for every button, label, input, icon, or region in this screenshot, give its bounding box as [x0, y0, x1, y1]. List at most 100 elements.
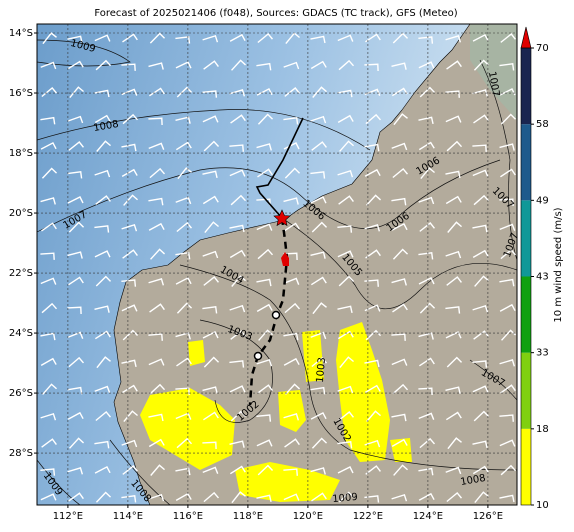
- wind-barb: [122, 249, 138, 259]
- wind-barb: [338, 275, 355, 287]
- wind-barb: [418, 141, 435, 151]
- wind-barb: [310, 35, 326, 44]
- isobar: [469, 359, 517, 401]
- wind-barb: [40, 412, 57, 421]
- wind-barb: [499, 494, 515, 503]
- wind-barb: [472, 89, 488, 97]
- wind-barb: [500, 113, 517, 125]
- wind-barb: [256, 303, 273, 312]
- wind-barb: [68, 356, 85, 368]
- wind-barb: [419, 222, 435, 232]
- wind-barb: [95, 491, 112, 503]
- wind-area: [302, 330, 324, 382]
- wind-barb: [472, 169, 489, 177]
- wind-barb: [230, 194, 247, 206]
- wind-barb: [231, 59, 247, 71]
- wind-barb: [121, 304, 138, 312]
- wind-barb: [472, 144, 487, 152]
- wind-barb: [418, 277, 435, 285]
- wind-barb: [202, 331, 219, 339]
- wind-barb: [446, 276, 462, 286]
- wind-barb: [40, 277, 57, 285]
- wind-barb: [473, 59, 490, 71]
- wind-barb: [257, 248, 274, 260]
- wind-barb: [148, 493, 165, 502]
- colorbar-extension: [520, 26, 532, 49]
- isobar-label: 1008: [460, 473, 487, 488]
- wind-barb: [445, 306, 461, 314]
- wind-barb: [202, 195, 219, 205]
- wind-barb: [310, 467, 326, 475]
- map-title: Forecast of 2025021406 (f048), Sources: …: [94, 8, 457, 19]
- wind-barb: [148, 438, 165, 448]
- wind-barb: [69, 437, 85, 449]
- y-tick-label: 16°S: [9, 88, 33, 99]
- wind-barb: [418, 467, 434, 476]
- wind-barb: [337, 89, 353, 98]
- wind-barb: [95, 275, 112, 287]
- isobar: [281, 217, 517, 310]
- wind-barb: [418, 116, 434, 124]
- wind-barb: [41, 167, 58, 179]
- wind-barb: [337, 114, 354, 123]
- wind-barb: [67, 467, 84, 475]
- isobar-label: 1003: [315, 357, 328, 383]
- wind-barb: [121, 223, 138, 232]
- wind-barb: [499, 198, 514, 207]
- wind-barb: [338, 411, 354, 421]
- x-tick-label: 124°E: [413, 511, 443, 522]
- wind-barb: [67, 411, 84, 420]
- wind-barb: [366, 194, 382, 206]
- colorbar-tick-label: 10: [536, 500, 549, 511]
- wind-barb: [67, 196, 84, 204]
- current-position: [273, 209, 291, 227]
- wind-barb: [95, 59, 112, 71]
- wind-barb: [474, 275, 490, 287]
- wind-barb: [148, 197, 164, 206]
- wind-barb: [310, 60, 327, 70]
- wind-barb: [285, 383, 301, 395]
- wind-barb: [283, 142, 300, 150]
- wind-barb: [257, 113, 274, 125]
- wind-barb: [150, 464, 165, 476]
- wind-barb: [418, 412, 435, 420]
- wind-barb: [445, 331, 462, 339]
- wind-barb: [283, 252, 298, 261]
- wind-barb: [419, 357, 435, 367]
- wind-barb: [96, 356, 111, 369]
- wind-barb: [41, 222, 57, 232]
- wind-barb: [364, 304, 381, 312]
- track-point: [271, 310, 281, 320]
- wind-barb: [94, 114, 111, 124]
- wind-barb: [229, 304, 246, 313]
- wind-barb: [499, 439, 516, 447]
- wind-barb: [202, 115, 219, 123]
- wind-barb: [67, 251, 83, 259]
- y-tick-label: 26°S: [9, 388, 33, 399]
- wind-barb: [445, 411, 462, 421]
- wind-barb: [94, 305, 110, 313]
- wind-barb: [175, 61, 192, 69]
- wind-barb: [202, 441, 217, 450]
- wind-barb: [366, 410, 381, 422]
- wind-barb: [284, 302, 301, 314]
- wind-barb: [229, 144, 244, 152]
- wind-barb: [391, 413, 407, 422]
- wind-barb: [175, 251, 191, 260]
- wind-barb: [123, 410, 138, 423]
- wind-barb: [310, 276, 327, 286]
- wind-barb: [202, 466, 219, 474]
- wind-barb: [339, 356, 354, 369]
- wind-barb: [446, 140, 463, 152]
- wind-barb: [500, 248, 517, 260]
- wind-barb: [42, 383, 58, 395]
- wind-area: [336, 322, 390, 462]
- wind-barb: [175, 387, 190, 395]
- wind-barb: [337, 225, 353, 233]
- wind-barb: [40, 493, 57, 501]
- wind-barb: [256, 439, 273, 447]
- wind-barb: [40, 468, 56, 476]
- isobar-label: 1009: [332, 492, 358, 505]
- wind-barb: [311, 492, 327, 502]
